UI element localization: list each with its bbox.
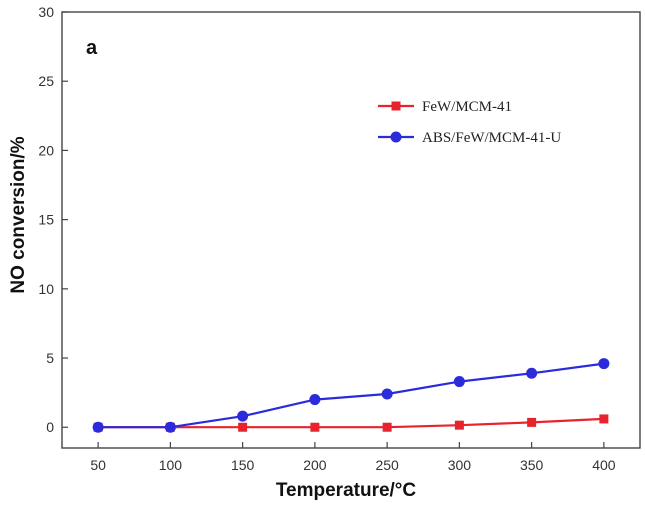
x-axis: 50 100 150 200 250 300 350 400: [90, 442, 616, 473]
x-tick-label: 250: [375, 457, 399, 473]
y-tick-label: 0: [46, 419, 54, 435]
x-axis-title: Temperature/°C: [276, 480, 417, 501]
x-tick-label: 300: [448, 457, 472, 473]
data-point: [598, 358, 610, 370]
data-point: [238, 422, 248, 432]
legend-marker: [391, 101, 401, 111]
data-point: [237, 410, 249, 422]
legend-item: FeW/MCM-41: [378, 99, 512, 115]
data-point: [526, 367, 538, 379]
series-layer: [92, 358, 610, 433]
x-tick-label: 50: [90, 457, 106, 473]
y-tick-label: 25: [38, 73, 54, 89]
y-axis-title: NO conversion/%: [8, 136, 29, 293]
y-tick-label: 30: [38, 4, 54, 20]
legend: FeW/MCM-41 ABS/FeW/MCM-41-U: [378, 99, 561, 146]
y-tick-label: 5: [46, 350, 54, 366]
x-tick-label: 350: [520, 457, 544, 473]
legend-label: ABS/FeW/MCM-41-U: [422, 130, 561, 146]
series-line: [98, 417, 604, 429]
data-point: [92, 421, 104, 433]
data-point: [309, 394, 321, 406]
data-point: [454, 420, 464, 430]
data-point: [382, 422, 392, 432]
series-2: [92, 358, 610, 433]
data-point: [310, 422, 320, 432]
plot-frame: [61, 11, 641, 449]
panel-label: a: [86, 37, 98, 59]
legend-marker: [390, 131, 402, 143]
x-tick-label: 400: [592, 457, 616, 473]
series-line: [98, 362, 605, 429]
data-point: [453, 376, 465, 388]
plot-border: [61, 11, 641, 449]
x-tick-label: 100: [159, 457, 183, 473]
legend-item: ABS/FeW/MCM-41-U: [378, 130, 561, 146]
data-point: [381, 388, 393, 400]
data-point: [164, 421, 176, 433]
y-tick-label: 10: [38, 281, 54, 297]
data-point: [599, 414, 609, 424]
y-tick-label: 15: [38, 212, 54, 228]
x-tick-label: 200: [303, 457, 327, 473]
y-tick-label: 20: [38, 142, 54, 158]
legend-label: FeW/MCM-41: [422, 99, 512, 115]
data-point: [527, 417, 537, 427]
y-axis: 0 5 10 15 20 25 30: [38, 4, 68, 435]
x-tick-label: 150: [231, 457, 255, 473]
